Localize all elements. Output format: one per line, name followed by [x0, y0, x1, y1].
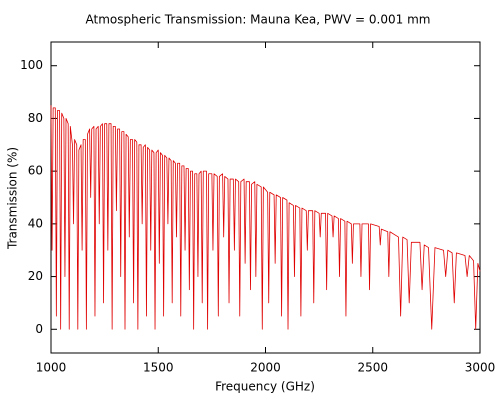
- x-tick-label: 1000: [36, 361, 67, 375]
- x-tick-label: 3000: [465, 361, 496, 375]
- y-tick-label: 40: [28, 216, 43, 230]
- x-tick-label: 2500: [357, 361, 388, 375]
- x-axis-label: Frequency (GHz): [215, 380, 315, 394]
- y-tick-label: 80: [28, 111, 43, 125]
- y-tick-label: 20: [28, 269, 43, 283]
- chart-title: Atmospheric Transmission: Mauna Kea, PWV…: [86, 13, 431, 27]
- x-tick-label: 1500: [143, 361, 174, 375]
- y-tick-label: 60: [28, 164, 43, 178]
- y-axis-label: Transmission (%): [6, 147, 20, 250]
- x-tick-label: 2000: [250, 361, 281, 375]
- y-tick-label: 0: [35, 322, 43, 336]
- y-tick-label: 100: [20, 58, 43, 72]
- transmission-line: [50, 105, 481, 330]
- plot-frame: [50, 41, 481, 354]
